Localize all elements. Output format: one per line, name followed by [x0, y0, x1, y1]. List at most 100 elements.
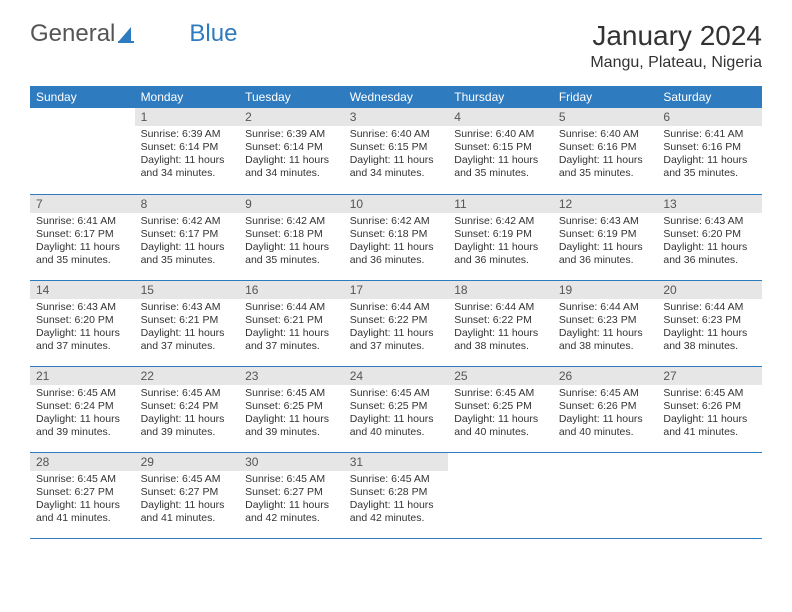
sunrise-line: Sunrise: 6:45 AM	[350, 473, 443, 486]
sunrise-line: Sunrise: 6:44 AM	[245, 301, 338, 314]
sunset-line: Sunset: 6:23 PM	[663, 314, 756, 327]
weekday-header: Friday	[553, 86, 658, 108]
day-cell: 21 Sunrise: 6:45 AMSunset: 6:24 PMDayligh…	[30, 366, 135, 452]
day-cell: 8Sunrise: 6:42 AMSunset: 6:17 PMDaylight…	[135, 194, 240, 280]
day-cell: 24Sunrise: 6:45 AMSunset: 6:25 PMDayligh…	[344, 366, 449, 452]
sunrise-line: Sunrise: 6:45 AM	[454, 387, 547, 400]
calendar-row: 1Sunrise: 6:39 AMSunset: 6:14 PMDaylight…	[30, 108, 762, 194]
day-details: Sunrise: 6:44 AMSunset: 6:22 PMDaylight:…	[454, 301, 547, 354]
sunset-line: Sunset: 6:26 PM	[663, 400, 756, 413]
daylight-line: Daylight: 11 hours and 35 minutes.	[141, 241, 234, 267]
sunset-line: Sunset: 6:23 PM	[559, 314, 652, 327]
sunrise-line: Sunrise: 6:45 AM	[350, 387, 443, 400]
sunrise-line: Sunrise: 6:42 AM	[245, 215, 338, 228]
daylight-line: Daylight: 11 hours and 35 minutes.	[36, 241, 129, 267]
sunrise-line: Sunrise: 6:39 AM	[245, 128, 338, 141]
day-number: 29	[135, 453, 240, 471]
sunrise-line: Sunrise: 6:42 AM	[350, 215, 443, 228]
sunrise-line: Sunrise: 6:44 AM	[454, 301, 547, 314]
day-number: 20	[657, 281, 762, 299]
sunset-line: Sunset: 6:15 PM	[350, 141, 443, 154]
day-details: Sunrise: 6:42 AMSunset: 6:18 PMDaylight:…	[245, 215, 338, 268]
day-details: Sunrise: 6:43 AMSunset: 6:21 PMDaylight:…	[141, 301, 234, 354]
day-cell: 6Sunrise: 6:41 AMSunset: 6:16 PMDaylight…	[657, 108, 762, 194]
sunset-line: Sunset: 6:14 PM	[141, 141, 234, 154]
day-details: Sunrise: 6:44 AMSunset: 6:21 PMDaylight:…	[245, 301, 338, 354]
day-number: 6	[657, 108, 762, 126]
daylight-line: Daylight: 11 hours and 41 minutes.	[663, 413, 756, 439]
sunset-line: Sunset: 6:20 PM	[36, 314, 129, 327]
daylight-line: Daylight: 11 hours and 35 minutes.	[454, 154, 547, 180]
day-details: Sunrise: 6:45 AMSunset: 6:25 PMDaylight:…	[350, 387, 443, 440]
day-details: Sunrise: 6:45 AMSunset: 6:24 PMDaylight:…	[36, 387, 129, 440]
weekday-header: Tuesday	[239, 86, 344, 108]
day-number: 25	[448, 367, 553, 385]
calendar-table: Sunday Monday Tuesday Wednesday Thursday…	[30, 86, 762, 539]
sunset-line: Sunset: 6:24 PM	[141, 400, 234, 413]
day-cell: 18 Sunrise: 6:44 AMSunset: 6:22 PMDayligh…	[448, 280, 553, 366]
sunset-line: Sunset: 6:25 PM	[454, 400, 547, 413]
day-details: Sunrise: 6:43 AMSunset: 6:20 PMDaylight:…	[663, 215, 756, 268]
brand-part2: Blue	[189, 20, 237, 48]
day-number: 12	[553, 195, 658, 213]
sunrise-line: Sunrise: 6:45 AM	[245, 387, 338, 400]
daylight-line: Daylight: 11 hours and 41 minutes.	[141, 499, 234, 525]
day-details: Sunrise: 6:45 AMSunset: 6:26 PMDaylight:…	[663, 387, 756, 440]
day-details: Sunrise: 6:45 AMSunset: 6:27 PMDaylight:…	[245, 473, 338, 526]
day-number: 8	[135, 195, 240, 213]
day-number: 3	[344, 108, 449, 126]
day-details: Sunrise: 6:42 AMSunset: 6:18 PMDaylight:…	[350, 215, 443, 268]
sunset-line: Sunset: 6:28 PM	[350, 486, 443, 499]
sunrise-line: Sunrise: 6:43 AM	[36, 301, 129, 314]
sunrise-line: Sunrise: 6:45 AM	[36, 387, 129, 400]
sunrise-line: Sunrise: 6:45 AM	[663, 387, 756, 400]
day-cell: 17Sunrise: 6:44 AMSunset: 6:22 PMDayligh…	[344, 280, 449, 366]
sunrise-line: Sunrise: 6:44 AM	[350, 301, 443, 314]
day-number: 18	[448, 281, 553, 299]
daylight-line: Daylight: 11 hours and 35 minutes.	[663, 154, 756, 180]
sunset-line: Sunset: 6:27 PM	[36, 486, 129, 499]
day-cell: 12Sunrise: 6:43 AMSunset: 6:19 PMDayligh…	[553, 194, 658, 280]
brand-part1: General	[30, 20, 115, 48]
day-details: Sunrise: 6:45 AMSunset: 6:26 PMDaylight:…	[559, 387, 652, 440]
day-number: 9	[239, 195, 344, 213]
day-number: 22	[135, 367, 240, 385]
sunrise-line: Sunrise: 6:43 AM	[663, 215, 756, 228]
daylight-line: Daylight: 11 hours and 34 minutes.	[350, 154, 443, 180]
day-number: 27	[657, 367, 762, 385]
sunrise-line: Sunrise: 6:45 AM	[36, 473, 129, 486]
daylight-line: Daylight: 11 hours and 38 minutes.	[559, 327, 652, 353]
day-cell: 4Sunrise: 6:40 AMSunset: 6:15 PMDaylight…	[448, 108, 553, 194]
day-cell: 30Sunrise: 6:45 AMSunset: 6:27 PMDayligh…	[239, 452, 344, 538]
sail-icon	[117, 23, 139, 45]
daylight-line: Daylight: 11 hours and 42 minutes.	[350, 499, 443, 525]
day-number: 16	[239, 281, 344, 299]
day-cell: 10Sunrise: 6:42 AMSunset: 6:18 PMDayligh…	[344, 194, 449, 280]
day-number: 11	[448, 195, 553, 213]
sunset-line: Sunset: 6:21 PM	[245, 314, 338, 327]
day-number: 21	[30, 367, 135, 385]
day-number: 5	[553, 108, 658, 126]
sunset-line: Sunset: 6:14 PM	[245, 141, 338, 154]
day-cell: 15Sunrise: 6:43 AMSunset: 6:21 PMDayligh…	[135, 280, 240, 366]
day-details: Sunrise: 6:43 AMSunset: 6:20 PMDaylight:…	[36, 301, 129, 354]
sunrise-line: Sunrise: 6:43 AM	[141, 301, 234, 314]
day-number: 17	[344, 281, 449, 299]
sunrise-line: Sunrise: 6:39 AM	[141, 128, 234, 141]
day-cell	[553, 452, 658, 538]
day-number: 31	[344, 453, 449, 471]
daylight-line: Daylight: 11 hours and 38 minutes.	[454, 327, 547, 353]
sunset-line: Sunset: 6:18 PM	[350, 228, 443, 241]
daylight-line: Daylight: 11 hours and 41 minutes.	[36, 499, 129, 525]
weekday-header: Wednesday	[344, 86, 449, 108]
daylight-line: Daylight: 11 hours and 38 minutes.	[663, 327, 756, 353]
sunrise-line: Sunrise: 6:44 AM	[559, 301, 652, 314]
day-cell: 26Sunrise: 6:45 AMSunset: 6:26 PMDayligh…	[553, 366, 658, 452]
day-cell	[30, 108, 135, 194]
calendar-row: 21Sunrise: 6:45 AMSunset: 6:24 PMDayligh…	[30, 366, 762, 452]
sunset-line: Sunset: 6:27 PM	[245, 486, 338, 499]
day-cell: 29Sunrise: 6:45 AMSunset: 6:27 PMDayligh…	[135, 452, 240, 538]
day-cell: 31 Sunrise: 6:45 AMSunset: 6:28 PMDayligh…	[344, 452, 449, 538]
page-title: January 2024	[590, 20, 762, 52]
day-cell: 5Sunrise: 6:40 AMSunset: 6:16 PMDaylight…	[553, 108, 658, 194]
